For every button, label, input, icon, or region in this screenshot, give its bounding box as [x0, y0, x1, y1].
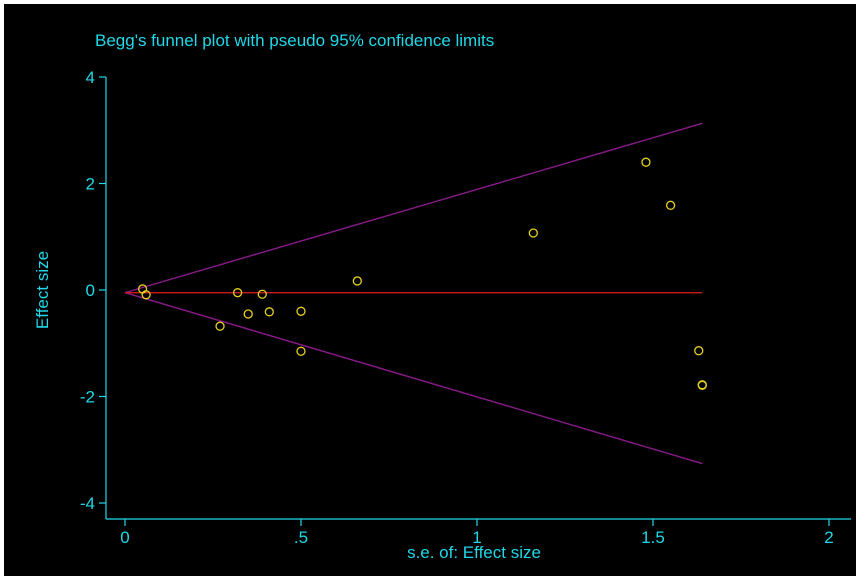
y-tick-label-3: 2	[86, 175, 95, 194]
data-point-8	[296, 346, 306, 356]
y-tick-label-1: -2	[80, 388, 95, 407]
data-point-5	[257, 289, 267, 299]
upper-confidence-limit-line	[124, 122, 703, 294]
data-point-3	[232, 288, 243, 298]
lower-confidence-limit-line	[124, 291, 703, 465]
x-tick-label-0: 0	[120, 528, 129, 547]
data-point-11	[641, 157, 651, 167]
plot-area	[124, 122, 707, 465]
y-tick-label-0: -4	[80, 494, 95, 513]
data-point-10	[528, 228, 538, 238]
data-point-12	[665, 200, 676, 210]
y-tick-label-2: 0	[86, 281, 95, 300]
data-point-2	[215, 321, 225, 331]
x-tick-label-3: 1.5	[641, 528, 665, 547]
x-axis-label: s.e. of: Effect size	[407, 543, 541, 562]
x-tick-label-1: .5	[294, 528, 308, 547]
x-tick-label-2: 1	[472, 528, 481, 547]
data-point-4	[243, 309, 253, 319]
data-point-7	[296, 306, 306, 316]
y-axis-label: Effect size	[33, 251, 52, 329]
data-point-13	[694, 346, 704, 356]
data-point-15	[697, 380, 707, 390]
data-point-9	[352, 276, 362, 286]
data-point-6	[264, 307, 274, 317]
axes-group: -4 -2 0 2 4 0 .5 1 1.5 2	[80, 68, 851, 547]
x-tick-label-4: 2	[824, 528, 833, 547]
y-tick-label-4: 4	[86, 68, 95, 87]
chart-title: Begg's funnel plot with pseudo 95% confi…	[95, 31, 494, 50]
data-point-1	[141, 290, 151, 300]
